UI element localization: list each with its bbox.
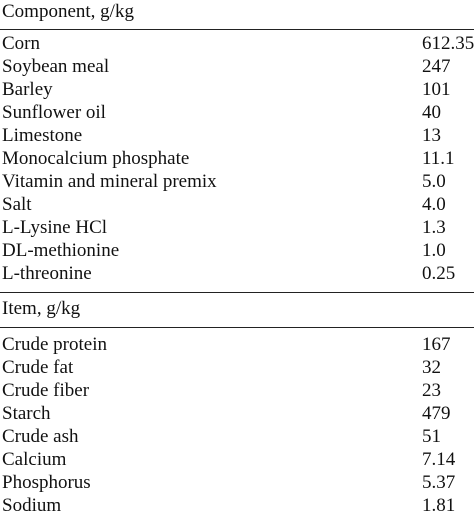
row-value: 1.81 <box>422 495 456 516</box>
row-label: Crude fat <box>2 357 74 378</box>
rule-under-item-header <box>0 327 474 328</box>
row-value: 101 <box>422 79 451 100</box>
row-label: Sunflower oil <box>2 102 106 123</box>
row-label: Corn <box>2 33 40 54</box>
row-label: Monocalcium phosphate <box>2 148 190 169</box>
table-row: Crude fiber 23 <box>0 379 474 402</box>
table-row: Crude protein 167 <box>0 333 474 356</box>
section-header-item: Item, g/kg <box>2 298 81 319</box>
rule-under-component-header <box>0 29 474 30</box>
row-label: Crude protein <box>2 334 108 355</box>
row-value: 0.25 <box>422 263 456 284</box>
section-header-component: Component, g/kg <box>2 1 134 22</box>
row-value: 7.14 <box>422 449 456 470</box>
row-label: Limestone <box>2 125 83 146</box>
table-row: Vitamin and mineral premix 5.0 <box>0 170 474 193</box>
table-row: Crude ash 51 <box>0 425 474 448</box>
row-label: L-Lysine HCl <box>2 217 108 238</box>
table-row: Phosphorus 5.37 <box>0 471 474 494</box>
table-row: Crude fat 32 <box>0 356 474 379</box>
row-label: Salt <box>2 194 32 215</box>
row-label: Starch <box>2 403 51 424</box>
row-label: Vitamin and mineral premix <box>2 171 217 192</box>
row-value: 11.1 <box>422 148 455 169</box>
table-row: Calcium 7.14 <box>0 448 474 471</box>
table-row: Corn 612.35 <box>0 32 474 55</box>
row-label: Crude fiber <box>2 380 90 401</box>
row-value: 40 <box>422 102 441 123</box>
table-row: DL-methionine 1.0 <box>0 239 474 262</box>
row-label: Calcium <box>2 449 67 470</box>
row-value: 479 <box>422 403 451 424</box>
row-value: 32 <box>422 357 441 378</box>
row-value: 13 <box>422 125 441 146</box>
table-row: Soybean meal 247 <box>0 55 474 78</box>
row-label: Sodium <box>2 495 62 516</box>
row-label: DL-methionine <box>2 240 120 261</box>
row-value: 5.0 <box>422 171 446 192</box>
table-row: Starch 479 <box>0 402 474 425</box>
row-value: 1.0 <box>422 240 446 261</box>
row-value: 1.3 <box>422 217 446 238</box>
table-row: L-Lysine HCl 1.3 <box>0 216 474 239</box>
table-row: Monocalcium phosphate 11.1 <box>0 147 474 170</box>
table-row: Sunflower oil 40 <box>0 101 474 124</box>
row-value: 4.0 <box>422 194 446 215</box>
table-row: Salt 4.0 <box>0 193 474 216</box>
table-row: L-threonine 0.25 <box>0 262 474 285</box>
row-value: 247 <box>422 56 451 77</box>
row-value: 612.35 <box>422 33 474 54</box>
table-row: Sodium 1.81 <box>0 494 474 517</box>
row-value: 5.37 <box>422 472 456 493</box>
table-row: Barley 101 <box>0 78 474 101</box>
row-value: 51 <box>422 426 441 447</box>
row-label: Phosphorus <box>2 472 91 493</box>
table-row: Limestone 13 <box>0 124 474 147</box>
row-value: 167 <box>422 334 451 355</box>
row-label: Crude ash <box>2 426 79 447</box>
rule-above-item-header <box>0 292 474 293</box>
row-label: L-threonine <box>2 263 92 284</box>
row-value: 23 <box>422 380 441 401</box>
row-label: Barley <box>2 79 53 100</box>
row-label: Soybean meal <box>2 56 110 77</box>
